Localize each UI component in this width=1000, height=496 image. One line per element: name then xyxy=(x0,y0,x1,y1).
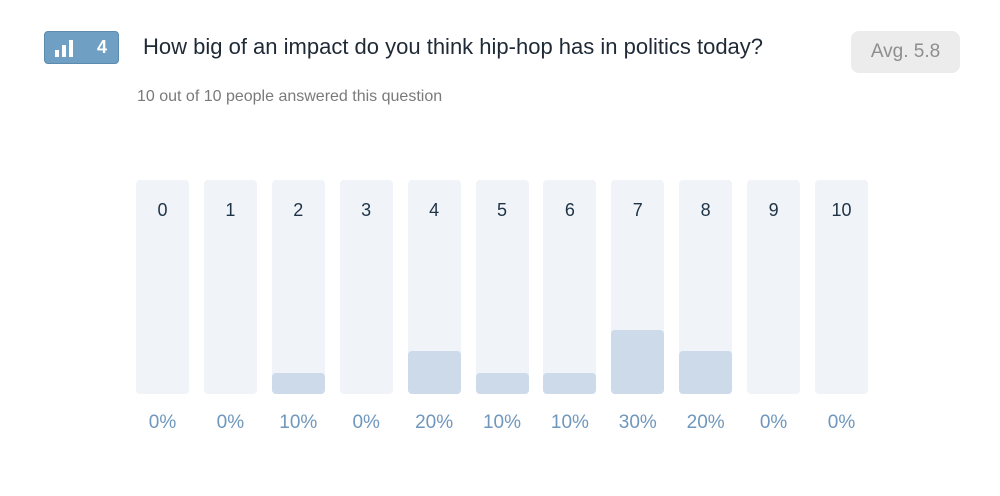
category-label: 9 xyxy=(768,200,779,220)
bar-column: 6 xyxy=(543,180,597,394)
percent-label: 10% xyxy=(482,412,522,433)
bar-column: 10 xyxy=(815,180,868,394)
category-label: 0 xyxy=(157,200,168,220)
bar-column: 5 xyxy=(475,180,529,394)
question-text: How big of an impact do you think hip-ho… xyxy=(143,34,764,59)
percent-label: 20% xyxy=(686,412,725,433)
category-label: 4 xyxy=(429,200,440,220)
category-label: 2 xyxy=(293,200,304,220)
bar xyxy=(475,372,529,394)
percent-label: 0% xyxy=(148,412,177,433)
bar-column: 0 xyxy=(136,180,189,394)
bar xyxy=(271,372,325,394)
question-number-badge: 4 xyxy=(44,31,119,64)
average-badge: Avg. 5.8 xyxy=(851,31,960,73)
bar-column: 4 xyxy=(407,180,461,394)
bar xyxy=(679,351,733,394)
percent-label: 10% xyxy=(279,412,318,433)
percent-label: 0% xyxy=(216,412,245,433)
category-label: 6 xyxy=(564,200,575,220)
category-label: 5 xyxy=(496,200,507,220)
bar xyxy=(407,351,461,394)
percent-label: 20% xyxy=(415,412,454,433)
bar xyxy=(543,372,597,394)
percent-label: 10% xyxy=(550,412,589,433)
category-label: 3 xyxy=(361,200,372,220)
category-label: 1 xyxy=(225,200,236,220)
bar-column: 1 xyxy=(203,180,257,394)
category-label: 7 xyxy=(632,200,643,220)
category-label: 10 xyxy=(831,200,852,220)
response-count: 10 out of 10 people answered this questi… xyxy=(137,88,443,105)
bar-column: 2 xyxy=(271,180,325,394)
bar-column: 9 xyxy=(747,180,801,394)
bar-column: 7 xyxy=(611,180,665,394)
bar xyxy=(611,329,665,394)
bar-column: 3 xyxy=(339,180,393,394)
bar-column: 8 xyxy=(679,180,733,394)
percent-label: 0% xyxy=(759,412,788,433)
percent-label: 0% xyxy=(827,412,856,433)
bar-chart-icon xyxy=(55,40,73,57)
category-label: 8 xyxy=(700,200,711,220)
percent-label: 0% xyxy=(352,412,380,433)
question-number: 4 xyxy=(97,37,108,57)
percent-label: 30% xyxy=(618,412,657,433)
